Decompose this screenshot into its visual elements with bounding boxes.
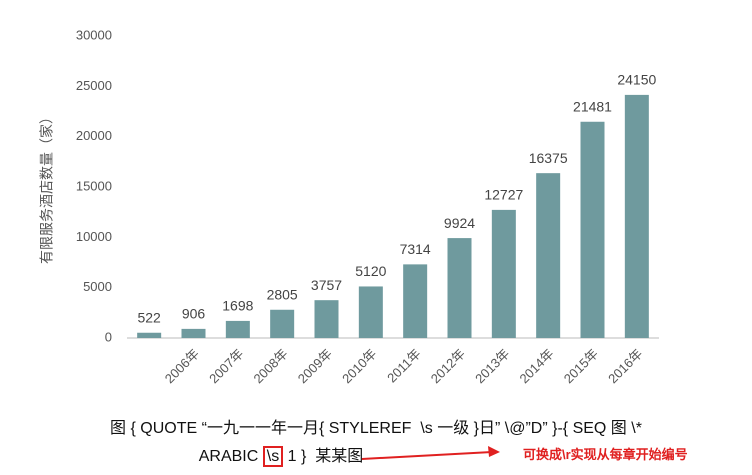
value-label: 5120 [355,263,386,279]
y-axis-label: 有限服务酒店数量（家） [39,110,55,264]
bar [624,94,649,338]
value-label: 1698 [222,298,253,314]
x-tick-label: 2016年 [605,346,645,386]
bar [137,332,162,338]
x-tick-label: 2009年 [295,346,335,386]
bar [491,209,516,338]
value-label: 9924 [444,215,475,231]
x-tick-label: 2014年 [516,346,556,386]
annotation: 可换成\r实现从每章开始编号 [523,447,688,462]
y-tick-label: 0 [105,329,112,344]
value-label: 2805 [267,286,298,302]
x-tick-label: 2011年 [384,346,424,386]
caption-text: 1 } 某某图 [287,448,364,465]
bar [447,238,472,338]
value-label: 12727 [484,187,523,203]
y-tick-label: 10000 [76,229,112,244]
value-label: 522 [137,309,161,325]
bar [314,300,339,338]
x-tick-label: 2006年 [162,346,202,386]
y-tick-label: 30000 [76,27,112,42]
bar [225,320,250,338]
value-label: 21481 [573,98,612,114]
bar [181,328,206,338]
highlight-box: \s [262,446,284,467]
x-tick-label: 2015年 [561,346,601,386]
caption-line1: 图 { QUOTE “一九一一年一月{ STYLEREF \s 一级 }日” \… [110,420,642,437]
value-label: 24150 [617,72,656,88]
value-label: 3757 [311,277,342,293]
value-label: 16375 [529,150,568,166]
bar [536,173,561,338]
value-label: 906 [182,306,206,322]
bar [403,264,428,338]
y-tick-label: 15000 [76,178,112,193]
chart: 有限服务酒店数量（家） 0 5000 10000 15000 20000 25000 300… [39,27,659,386]
y-tick-label: 25000 [76,78,112,93]
y-tick-label: 20000 [76,128,112,143]
bar [580,121,605,338]
value-label: 7314 [400,241,431,257]
bar [358,286,383,338]
y-tick-label: 5000 [83,279,112,294]
x-tick-label: 2012年 [428,346,468,386]
x-tick-label: 2007年 [206,346,246,386]
caption-text: ARABIC [198,448,259,465]
x-tick-label: 2013年 [472,346,512,386]
bar [270,309,295,338]
caption-line2: ARABIC \s 1 } 某某图 [0,442,657,467]
x-tick-label: 2008年 [250,346,290,386]
x-tick-label: 2010年 [339,346,379,386]
